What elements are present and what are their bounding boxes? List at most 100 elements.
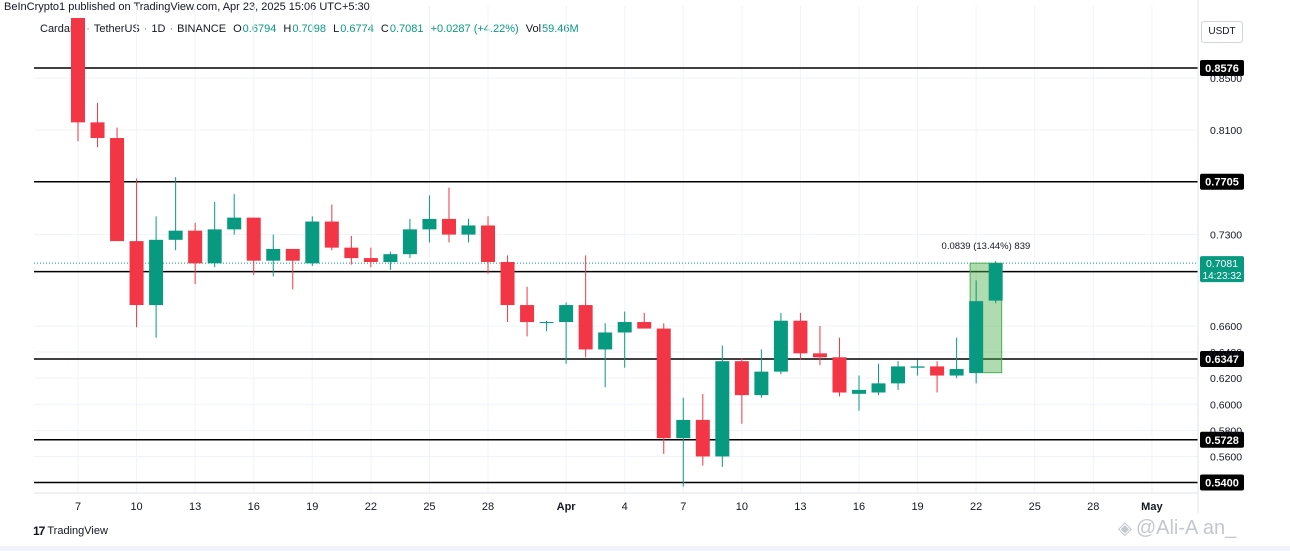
- price-tick-label: 0.6000: [1210, 399, 1242, 411]
- candle[interactable]: [422, 195, 437, 243]
- legend-exchange: BINANCE: [177, 23, 227, 35]
- support-resistance-levels: 0.85760.77050.70160.63470.57280.54000.70…: [34, 60, 1244, 491]
- candle-body: [852, 389, 866, 394]
- candle[interactable]: [734, 358, 749, 424]
- volume-label: Vol: [525, 23, 542, 35]
- candle[interactable]: [891, 361, 906, 390]
- candle[interactable]: [168, 177, 183, 251]
- candle-body: [578, 305, 593, 350]
- candle[interactable]: [598, 323, 613, 388]
- level-label-bg: [1200, 431, 1244, 448]
- candle[interactable]: [520, 286, 535, 337]
- measure-label: 0.0839 (13.44%) 839: [942, 241, 1031, 252]
- candle-body: [637, 322, 652, 329]
- candle[interactable]: [812, 325, 827, 366]
- low-label: L: [333, 23, 340, 35]
- candle[interactable]: [441, 187, 456, 243]
- candle[interactable]: [188, 222, 203, 285]
- time-tick-label: 13: [189, 501, 201, 513]
- candle[interactable]: [773, 312, 788, 375]
- candle[interactable]: [949, 337, 964, 379]
- candle[interactable]: [246, 217, 261, 276]
- price-tick-label: 0.6600: [1210, 321, 1242, 333]
- candle[interactable]: [363, 247, 378, 268]
- candle[interactable]: [793, 312, 808, 360]
- candle-body: [656, 328, 671, 439]
- candle[interactable]: [910, 359, 925, 376]
- candle-body: [871, 383, 886, 393]
- candle[interactable]: [149, 216, 164, 338]
- candle[interactable]: [344, 235, 359, 265]
- candle-body: [422, 218, 437, 230]
- candle[interactable]: [266, 234, 281, 277]
- candle[interactable]: [930, 361, 945, 393]
- candle-body: [949, 369, 964, 376]
- low-value: 0.6774: [340, 23, 374, 35]
- candle[interactable]: [559, 302, 574, 364]
- candle-body: [227, 217, 242, 230]
- candle[interactable]: [481, 216, 496, 274]
- candle-body: [773, 320, 788, 372]
- measure-tool: 0.0839 (13.44%) 839: [942, 241, 1031, 374]
- candle[interactable]: [539, 320, 554, 332]
- candle[interactable]: [324, 204, 339, 251]
- candle[interactable]: [988, 260, 1003, 304]
- candle[interactable]: [695, 393, 710, 466]
- legend-pair: TetherUS: [93, 23, 140, 35]
- candle-body: [832, 357, 847, 393]
- tradingview-logo[interactable]: 17 TradingView: [33, 524, 108, 538]
- currency-button[interactable]: USDT: [1201, 21, 1243, 43]
- candle-body: [969, 301, 984, 373]
- candle[interactable]: [656, 323, 671, 454]
- watermark: ◈ @Ali-A an_: [1118, 517, 1236, 540]
- level-label-bg: [1200, 60, 1244, 77]
- candle-body: [266, 248, 281, 261]
- candle[interactable]: [754, 349, 769, 398]
- time-tick-label: 16: [248, 501, 260, 513]
- price-axis: 0.8500 0.8100 0.7300 0.6600 0.6400 0.6200 0.60…: [1210, 73, 1242, 463]
- candle[interactable]: [110, 127, 125, 242]
- time-tick-label: 7: [680, 501, 686, 513]
- candle-body: [441, 218, 456, 235]
- candle[interactable]: [227, 194, 242, 235]
- candle[interactable]: [852, 375, 866, 411]
- candle-body: [734, 361, 749, 396]
- time-tick-label: 28: [482, 501, 494, 513]
- candle-body: [110, 138, 125, 242]
- candle[interactable]: [90, 102, 105, 148]
- candle-body: [129, 241, 144, 306]
- candle[interactable]: [871, 363, 886, 396]
- bottom-strip: [0, 546, 1290, 551]
- candle[interactable]: [461, 218, 476, 243]
- close-value: 0.7081: [389, 23, 424, 35]
- candle[interactable]: [676, 397, 691, 487]
- candle[interactable]: [617, 311, 632, 368]
- legend-separator: ·: [143, 23, 148, 35]
- candle[interactable]: [71, 0, 85, 142]
- candle[interactable]: [969, 280, 984, 384]
- candle-body: [910, 366, 925, 368]
- candle-body: [71, 18, 85, 123]
- candle[interactable]: [500, 255, 515, 323]
- level-label: 0.8576: [1205, 63, 1239, 75]
- candle[interactable]: [383, 251, 398, 270]
- candle[interactable]: [129, 178, 144, 328]
- candle[interactable]: [637, 312, 652, 329]
- candle[interactable]: [832, 337, 847, 397]
- candle[interactable]: [305, 216, 320, 266]
- candle-body: [324, 221, 339, 248]
- candle[interactable]: [578, 255, 593, 358]
- candle-body: [559, 305, 574, 323]
- candle-body: [363, 258, 378, 262]
- candle[interactable]: [285, 248, 300, 290]
- level-label: 0.5400: [1205, 478, 1239, 490]
- legend-interval[interactable]: 1D: [151, 23, 166, 35]
- candle[interactable]: [207, 201, 222, 268]
- candle-body: [539, 322, 554, 324]
- time-tick-label: 16: [853, 501, 865, 513]
- open-label: O: [233, 23, 242, 35]
- candle[interactable]: [715, 345, 730, 467]
- candle[interactable]: [402, 218, 417, 259]
- level-label-bg: [1200, 474, 1244, 491]
